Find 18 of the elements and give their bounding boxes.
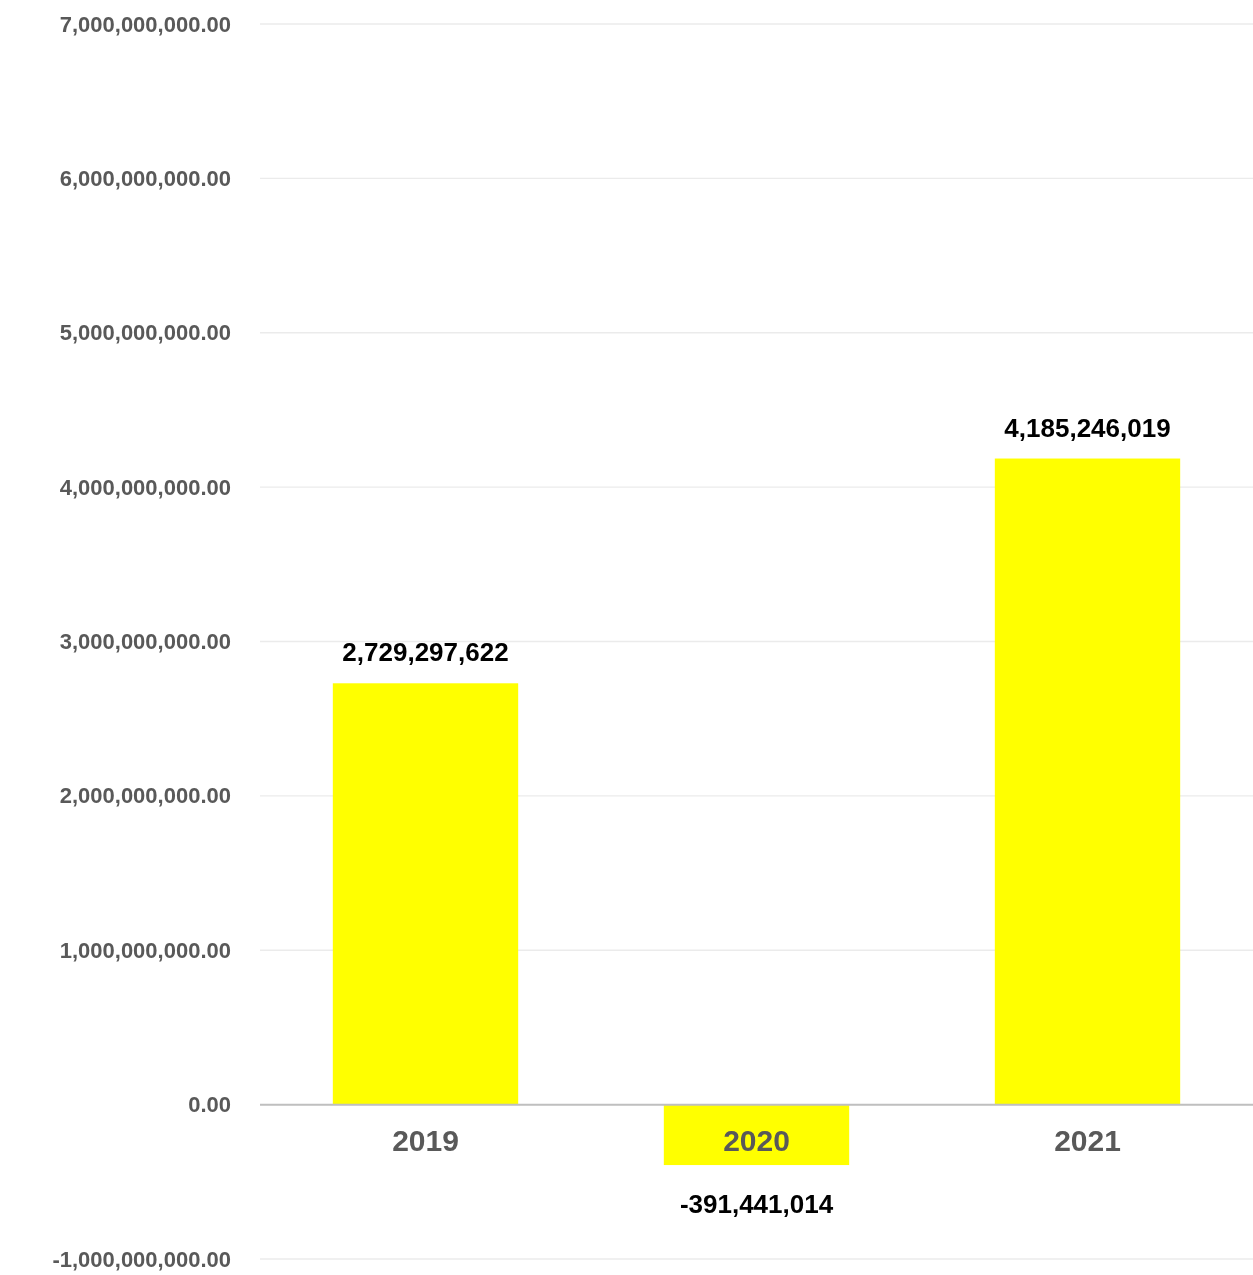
x-tick-label: 2021 <box>1054 1124 1121 1158</box>
y-tick-label: 2,000,000,000.00 <box>59 783 231 809</box>
bar <box>663 1104 850 1166</box>
data-label: 4,185,246,019 <box>1004 412 1171 443</box>
x-tick-label: 2020 <box>723 1124 790 1158</box>
data-label: 2,729,297,622 <box>342 637 509 668</box>
y-tick-label: 1,000,000,000.00 <box>59 937 231 963</box>
data-label: -391,441,014 <box>679 1189 834 1220</box>
y-tick-label: -1,000,000,000.00 <box>52 1246 231 1272</box>
bar <box>332 683 519 1105</box>
y-tick-label: 6,000,000,000.00 <box>59 165 231 191</box>
y-tick-label: 5,000,000,000.00 <box>59 320 231 346</box>
y-tick-label: 3,000,000,000.00 <box>59 629 231 655</box>
x-tick-label: 2019 <box>392 1124 459 1158</box>
y-tick-label: 0.00 <box>188 1092 231 1118</box>
bar <box>994 458 1181 1105</box>
y-tick-label: 7,000,000,000.00 <box>59 11 231 37</box>
y-tick-label: 4,000,000,000.00 <box>59 474 231 500</box>
